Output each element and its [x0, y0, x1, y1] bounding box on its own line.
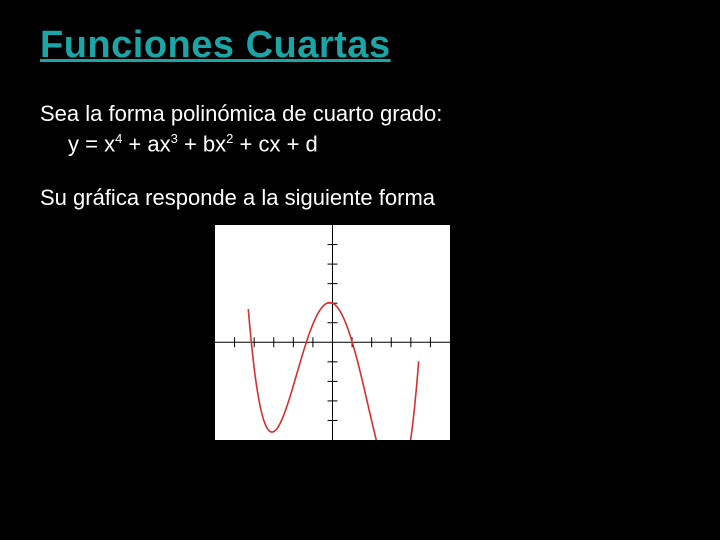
formula: y = x4 + ax3 + bx2 + cx + d: [68, 131, 680, 157]
formula-part: y = x: [68, 131, 115, 156]
formula-part: + bx: [178, 131, 226, 156]
intro-text: Sea la forma polinómica de cuarto grado:: [40, 99, 680, 129]
slide-title: Funciones Cuartas: [40, 24, 680, 67]
quartic-graph-svg: [215, 225, 450, 440]
formula-exp: 3: [171, 131, 178, 146]
slide: Funciones Cuartas Sea la forma polinómic…: [0, 0, 720, 540]
formula-part: + cx + d: [233, 131, 317, 156]
graph-caption: Su gráfica responde a la siguiente forma: [40, 185, 680, 211]
quartic-graph: [215, 225, 450, 440]
formula-part: + ax: [122, 131, 170, 156]
